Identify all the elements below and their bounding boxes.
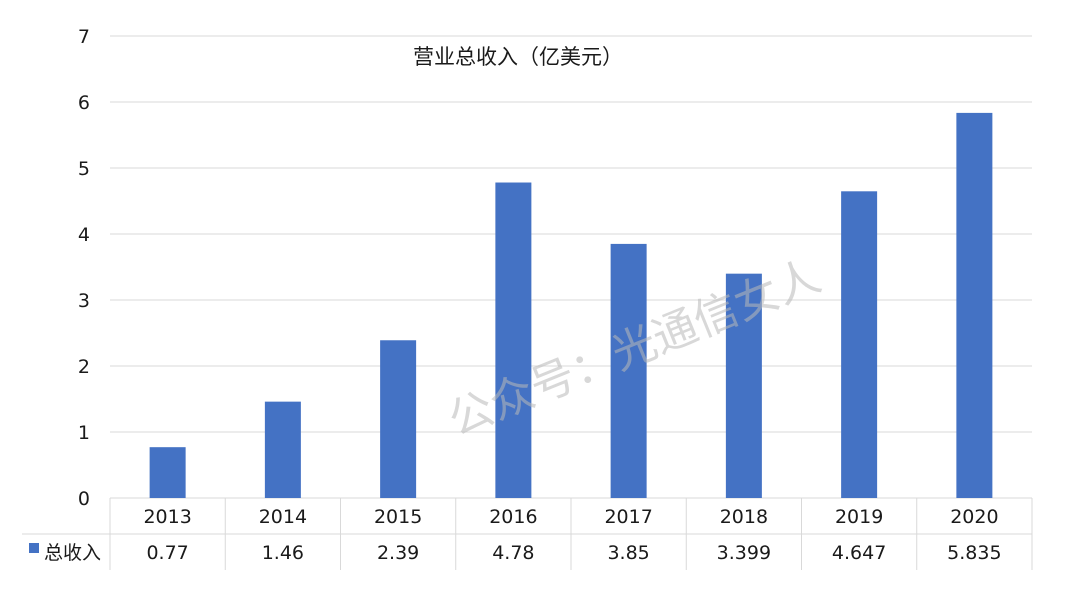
y-tick-label: 2: [78, 356, 90, 378]
x-tick-label: 2020: [950, 506, 998, 528]
chart-title: 营业总收入（亿美元）: [413, 45, 623, 69]
data-label: 5.835: [947, 542, 1001, 564]
x-tick-label: 2015: [374, 506, 422, 528]
y-tick-label: 0: [78, 488, 90, 510]
bar: [149, 447, 186, 498]
legend-swatch: [29, 543, 39, 553]
y-tick-label: 7: [78, 26, 90, 48]
legend-label: 总收入: [44, 542, 101, 564]
data-label: 0.77: [146, 542, 188, 564]
data-label: 4.647: [832, 542, 886, 564]
y-tick-label: 3: [78, 290, 90, 312]
data-label: 1.46: [262, 542, 304, 564]
y-tick-label: 6: [78, 92, 90, 114]
data-label: 3.85: [607, 542, 649, 564]
bar: [610, 243, 647, 498]
x-tick-label: 2016: [489, 506, 537, 528]
x-tick-label: 2019: [835, 506, 883, 528]
y-tick-label: 1: [78, 422, 90, 444]
y-tick-label: 5: [78, 158, 90, 180]
data-label: 3.399: [717, 542, 771, 564]
y-tick-label: 4: [78, 224, 90, 246]
bar: [380, 340, 417, 498]
bars: [149, 112, 993, 498]
bar: [495, 182, 532, 498]
data-table: 2013 2014 2015 2016 2017 2018 2019 2020 0.77 1.46…: [22, 498, 1033, 570]
x-tick-label: 2014: [259, 506, 307, 528]
x-tick-label: 2017: [604, 506, 652, 528]
bar: [956, 112, 993, 498]
x-tick-label: 2013: [143, 506, 191, 528]
data-label: 4.78: [492, 542, 534, 564]
gridlines: [110, 35, 1032, 499]
y-axis-ticks: 0 1 2 3 4 5 6 7: [78, 26, 90, 510]
bar: [841, 191, 878, 498]
x-tick-label: 2018: [720, 506, 768, 528]
data-label: 2.39: [377, 542, 419, 564]
bar: [264, 401, 301, 498]
bar: [725, 273, 762, 498]
